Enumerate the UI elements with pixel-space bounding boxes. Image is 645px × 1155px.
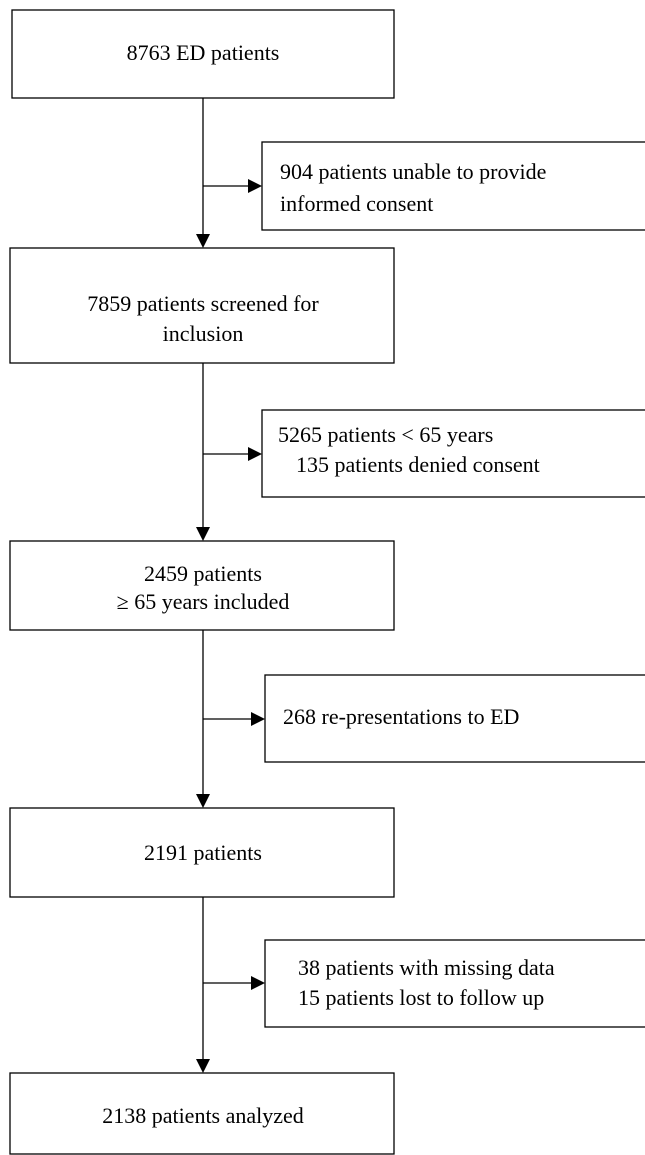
exclusion-box (264, 674, 645, 763)
node-box (9, 247, 395, 364)
exclusion-box (261, 141, 645, 231)
exclusion-text: informed consent (280, 191, 433, 216)
arrowhead (196, 234, 210, 248)
node-box (11, 9, 395, 99)
node-text: 2138 patients analyzed (102, 1103, 304, 1128)
exclusion-box (264, 939, 645, 1028)
exclusion-text: 38 patients with missing data (298, 955, 555, 980)
exclusion-text: 904 patients unable to provide (280, 159, 546, 184)
node-text: ≥ 65 years included (117, 589, 290, 614)
node-box (9, 540, 395, 631)
arrowhead (196, 1059, 210, 1073)
node-box (9, 1072, 395, 1155)
arrowhead (196, 794, 210, 808)
node-text: 7859 patients screened for (87, 291, 319, 316)
exclusion-box (261, 409, 645, 498)
node-text: 2191 patients (144, 840, 262, 865)
exclusion-text: 15 patients lost to follow up (298, 985, 544, 1010)
arrowhead (251, 976, 265, 990)
arrowhead (248, 447, 262, 461)
exclusion-text: 135 patients denied consent (296, 452, 540, 477)
node-text: 8763 ED patients (127, 40, 280, 65)
arrowhead (248, 179, 262, 193)
node-text: 2459 patients (144, 561, 262, 586)
exclusion-text: 268 re-presentations to ED (283, 704, 519, 729)
arrowhead (251, 712, 265, 726)
node-text: inclusion (163, 321, 244, 346)
node-box (9, 807, 395, 898)
exclusion-text: 5265 patients < 65 years (278, 422, 493, 447)
arrowhead (196, 527, 210, 541)
